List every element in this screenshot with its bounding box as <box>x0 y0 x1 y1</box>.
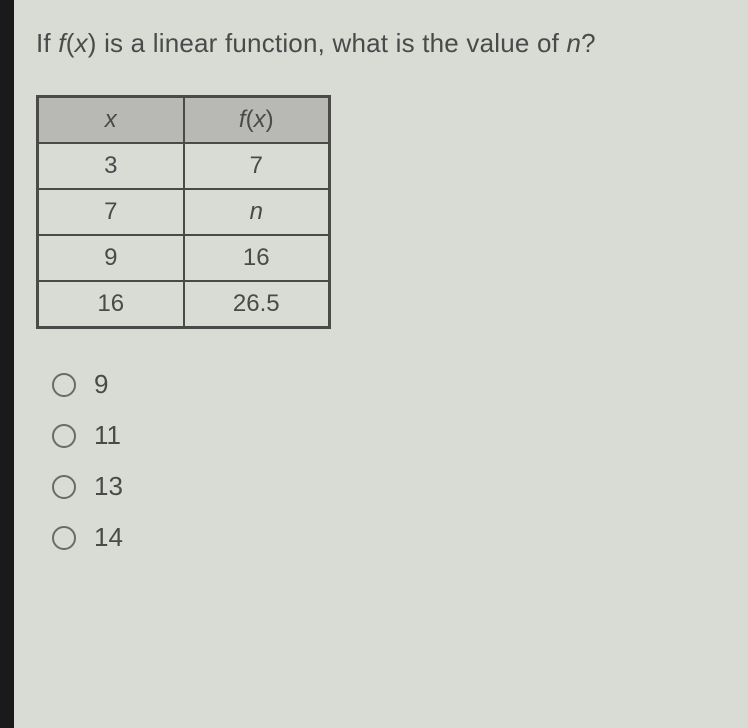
cell-x: 7 <box>38 189 184 235</box>
header-fx-p2: ) <box>266 106 274 133</box>
radio-icon[interactable] <box>52 424 76 448</box>
question-var1: x <box>75 28 88 58</box>
radio-icon[interactable] <box>52 373 76 397</box>
question-prefix: If <box>36 28 58 58</box>
question-mid: is a linear function, what is the value … <box>97 28 567 58</box>
cell-x: 3 <box>38 143 184 189</box>
table-row: 16 26.5 <box>38 281 330 328</box>
option-row[interactable]: 13 <box>52 471 728 502</box>
header-fx-f: f <box>239 106 246 133</box>
question-suffix: ? <box>581 28 596 58</box>
radio-icon[interactable] <box>52 526 76 550</box>
option-row[interactable]: 14 <box>52 522 728 553</box>
cell-fx: 7 <box>184 143 330 189</box>
header-fx: f(x) <box>184 97 330 144</box>
option-row[interactable]: 9 <box>52 369 728 400</box>
question-func: f <box>58 28 65 58</box>
answer-options: 9 11 13 14 <box>52 369 728 553</box>
question-paren1: ( <box>66 28 75 58</box>
question-paren2: ) <box>88 28 97 58</box>
header-fx-x: x <box>254 106 266 133</box>
option-label: 13 <box>94 471 123 502</box>
cell-fx: n <box>184 189 330 235</box>
cell-fx: 16 <box>184 235 330 281</box>
question-text: If f(x) is a linear function, what is th… <box>36 28 728 59</box>
cell-x: 9 <box>38 235 184 281</box>
option-label: 11 <box>94 420 121 451</box>
table-row: 7 n <box>38 189 330 235</box>
question-var2: n <box>566 28 581 58</box>
option-label: 14 <box>94 522 123 553</box>
cell-x: 16 <box>38 281 184 328</box>
header-x-label: x <box>105 106 117 133</box>
cell-fx: 26.5 <box>184 281 330 328</box>
function-table: x f(x) 3 7 7 n 9 16 16 26.5 <box>36 95 331 329</box>
cell-fx-n: n <box>250 198 263 225</box>
content-area: If f(x) is a linear function, what is th… <box>0 0 748 593</box>
left-dark-border <box>0 0 14 728</box>
radio-icon[interactable] <box>52 475 76 499</box>
table-header-row: x f(x) <box>38 97 330 144</box>
table-row: 9 16 <box>38 235 330 281</box>
table-row: 3 7 <box>38 143 330 189</box>
option-row[interactable]: 11 <box>52 420 728 451</box>
option-label: 9 <box>94 369 108 400</box>
header-x: x <box>38 97 184 144</box>
header-fx-p1: ( <box>246 106 254 133</box>
